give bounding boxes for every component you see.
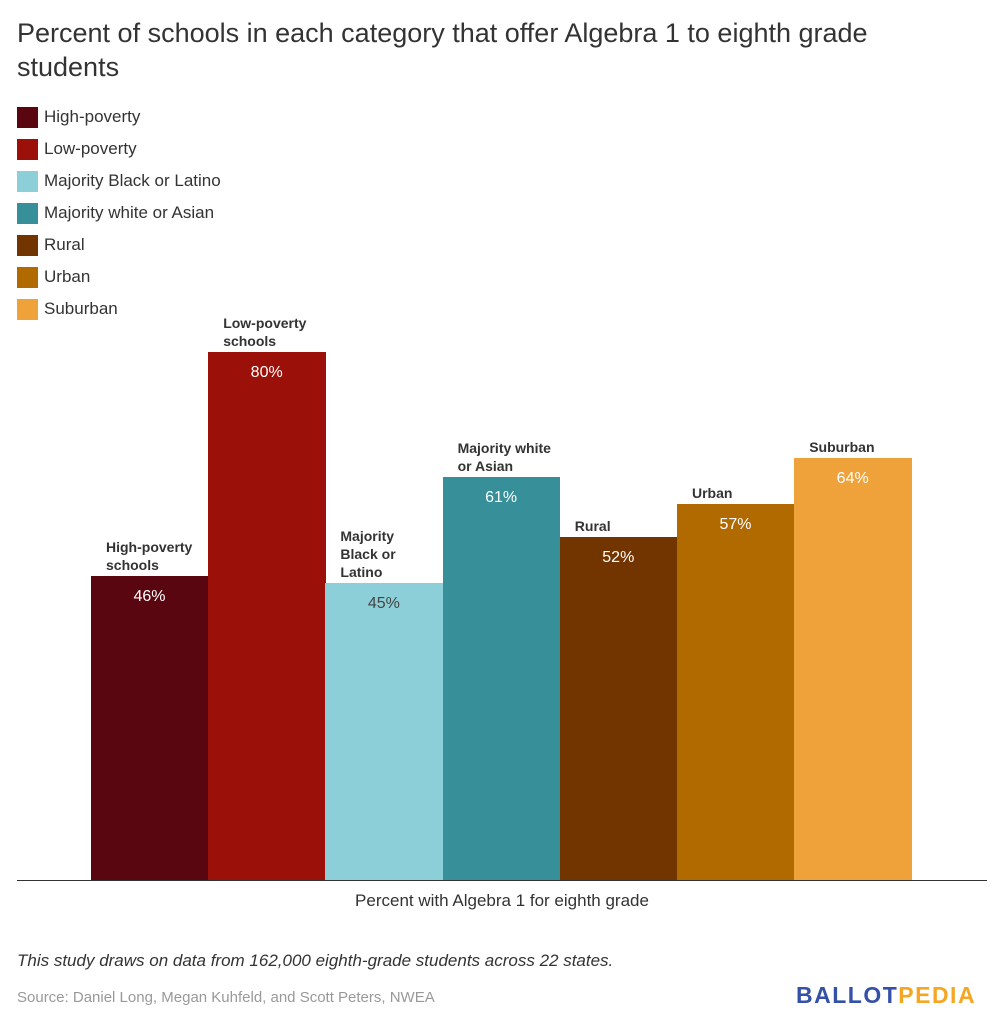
legend-swatch <box>17 138 38 160</box>
legend-swatch <box>17 106 38 128</box>
chart-title: Percent of schools in each category that… <box>17 18 868 82</box>
legend-item: Majority white or Asian <box>17 197 221 229</box>
value-label: 45% <box>367 595 400 612</box>
value-label: 64% <box>836 469 869 487</box>
bar <box>91 576 209 880</box>
legend-label: Majority Black or Latino <box>44 171 221 190</box>
value-label: 80% <box>250 364 283 381</box>
logo-part-pedia: PEDIA <box>898 982 977 1008</box>
bar <box>208 352 326 880</box>
legend-swatch <box>17 202 38 224</box>
source-text: Source: Daniel Long, Megan Kuhfeld, and … <box>17 989 435 1006</box>
category-label: Majority white or Asian <box>457 440 551 475</box>
legend-label: Rural <box>44 235 85 254</box>
ballotpedia-logo: BALLOTPEDIA <box>796 982 976 1009</box>
category-label: Urban <box>692 484 733 501</box>
bar <box>559 536 678 880</box>
legend-label: High-poverty <box>44 107 141 126</box>
bar <box>442 477 561 880</box>
legend-swatch <box>17 170 38 192</box>
legend-item: Urban <box>17 261 221 293</box>
legend-swatch <box>17 266 38 288</box>
value-label: 57% <box>719 515 752 533</box>
legend-label: Suburban <box>44 299 118 318</box>
bar <box>325 583 444 880</box>
bar <box>677 503 795 880</box>
legend-item: High-poverty <box>17 101 221 133</box>
legend-item: Suburban <box>17 293 221 325</box>
value-label: 46% <box>133 588 166 606</box>
legend-item: Rural <box>17 229 221 261</box>
bar <box>794 457 912 880</box>
legend-label: Low-poverty <box>44 139 137 158</box>
footnote: This study draws on data from 162,000 ei… <box>17 951 614 970</box>
category-label: Low-poverty schools <box>223 315 307 349</box>
category-label: Suburban <box>809 438 875 455</box>
legend-item: Majority Black or Latino <box>17 165 221 197</box>
logo-part-ballot: BALLOT <box>796 982 899 1008</box>
value-label: 52% <box>602 548 635 566</box>
x-axis-line <box>17 880 987 881</box>
legend-label: Urban <box>44 267 91 286</box>
legend-swatch <box>17 234 38 256</box>
legend-swatch <box>17 298 38 320</box>
value-label: 61% <box>485 489 518 507</box>
legend: High-poverty Low-poverty Majority Black or… <box>17 101 221 325</box>
legend-label: Majority white or Asian <box>44 203 215 222</box>
category-label: High-poverty schools <box>106 539 193 574</box>
x-axis-label: Percent with Algebra 1 for eighth grade <box>355 891 649 910</box>
category-label: Rural <box>574 517 611 534</box>
category-label: Majority Black or Latino <box>340 528 396 580</box>
legend-item: Low-poverty <box>17 133 221 165</box>
